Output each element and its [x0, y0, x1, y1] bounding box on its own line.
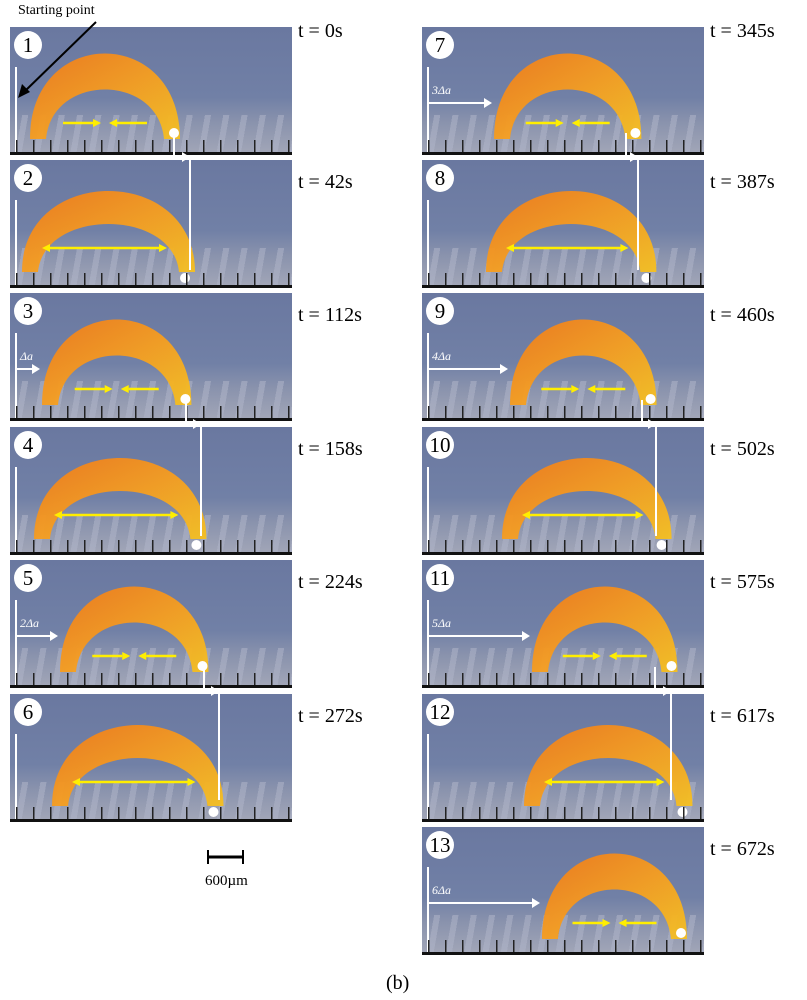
frame-number: 7	[426, 31, 454, 59]
displacement-label: 6Δa	[432, 883, 452, 897]
frame-number: 11	[426, 564, 454, 592]
time-label: t = 42s	[298, 171, 353, 193]
time-label: t = 672s	[710, 838, 775, 860]
frame-number: 10	[426, 431, 454, 459]
frame-number: 1	[14, 31, 42, 59]
frame-number: 5	[14, 564, 42, 592]
robot-image	[427, 586, 678, 688]
ruler-scale	[10, 540, 292, 555]
frame-panel-7: 7 3Δa	[422, 27, 704, 155]
time-label: t = 224s	[298, 571, 363, 593]
ruler-scale	[422, 140, 704, 155]
scale-bar-label: 600µm	[205, 873, 248, 889]
ruler-scale	[10, 807, 292, 822]
robot-image	[15, 586, 209, 688]
robot-image	[15, 458, 207, 555]
robot-image	[15, 319, 192, 421]
robot-image	[15, 53, 180, 155]
ruler-scale	[422, 807, 704, 822]
frame-panel-11: 11 5Δa	[422, 560, 704, 688]
time-label: t = 112s	[298, 304, 362, 326]
ruler-scale	[422, 673, 704, 688]
frame-number: 12	[426, 698, 454, 726]
robot-image	[427, 458, 672, 555]
frame-panel-2: 2	[10, 160, 292, 288]
ruler-scale	[10, 140, 292, 155]
time-label: t = 460s	[710, 304, 775, 326]
ruler-scale	[422, 540, 704, 555]
frame-number: 3	[14, 297, 42, 325]
ruler-scale	[422, 940, 704, 955]
displacement-label: 4Δa	[432, 349, 452, 363]
figure-caption: (b)	[386, 972, 410, 994]
time-label: t = 345s	[710, 20, 775, 42]
ruler-scale	[422, 273, 704, 288]
frame-panel-3: 3 Δa	[10, 293, 292, 421]
robot-image	[427, 319, 657, 421]
frame-panel-12: 12	[422, 694, 704, 822]
robot-image	[427, 853, 687, 955]
time-label: t = 502s	[710, 438, 775, 460]
time-label: t = 387s	[710, 171, 775, 193]
time-label: t = 272s	[298, 705, 363, 727]
frame-number: 6	[14, 698, 42, 726]
robot-image	[427, 191, 657, 288]
displacement-label: 2Δa	[20, 616, 40, 630]
time-label: t = 0s	[298, 20, 343, 42]
robot-image	[15, 725, 224, 822]
displacement-label: Δa	[20, 349, 34, 363]
ruler-scale	[10, 673, 292, 688]
ruler-scale	[10, 273, 292, 288]
frame-number: 2	[14, 164, 42, 192]
robot-image	[15, 191, 195, 288]
time-label: t = 158s	[298, 438, 363, 460]
frame-number: 4	[14, 431, 42, 459]
frame-number: 9	[426, 297, 454, 325]
frame-panel-10: 10	[422, 427, 704, 555]
frame-number: 13	[426, 831, 454, 859]
starting-point-label: Starting point	[18, 3, 95, 18]
frame-panel-6: 6	[10, 694, 292, 822]
frame-number: 8	[426, 164, 454, 192]
frame-panel-9: 9 4Δa	[422, 293, 704, 421]
robot-image	[427, 53, 642, 155]
frame-panel-13: 13 6Δa	[422, 827, 704, 955]
frame-panel-1: 1	[10, 27, 292, 155]
time-label: t = 575s	[710, 571, 775, 593]
robot-image	[427, 725, 693, 822]
frame-panel-8: 8	[422, 160, 704, 288]
displacement-label: 3Δa	[432, 83, 452, 97]
frame-panel-5: 5 2Δa	[10, 560, 292, 688]
ruler-scale	[10, 406, 292, 421]
time-label: t = 617s	[710, 705, 775, 727]
frame-panel-4: 4	[10, 427, 292, 555]
displacement-label: 5Δa	[432, 616, 452, 630]
ruler-scale	[422, 406, 704, 421]
